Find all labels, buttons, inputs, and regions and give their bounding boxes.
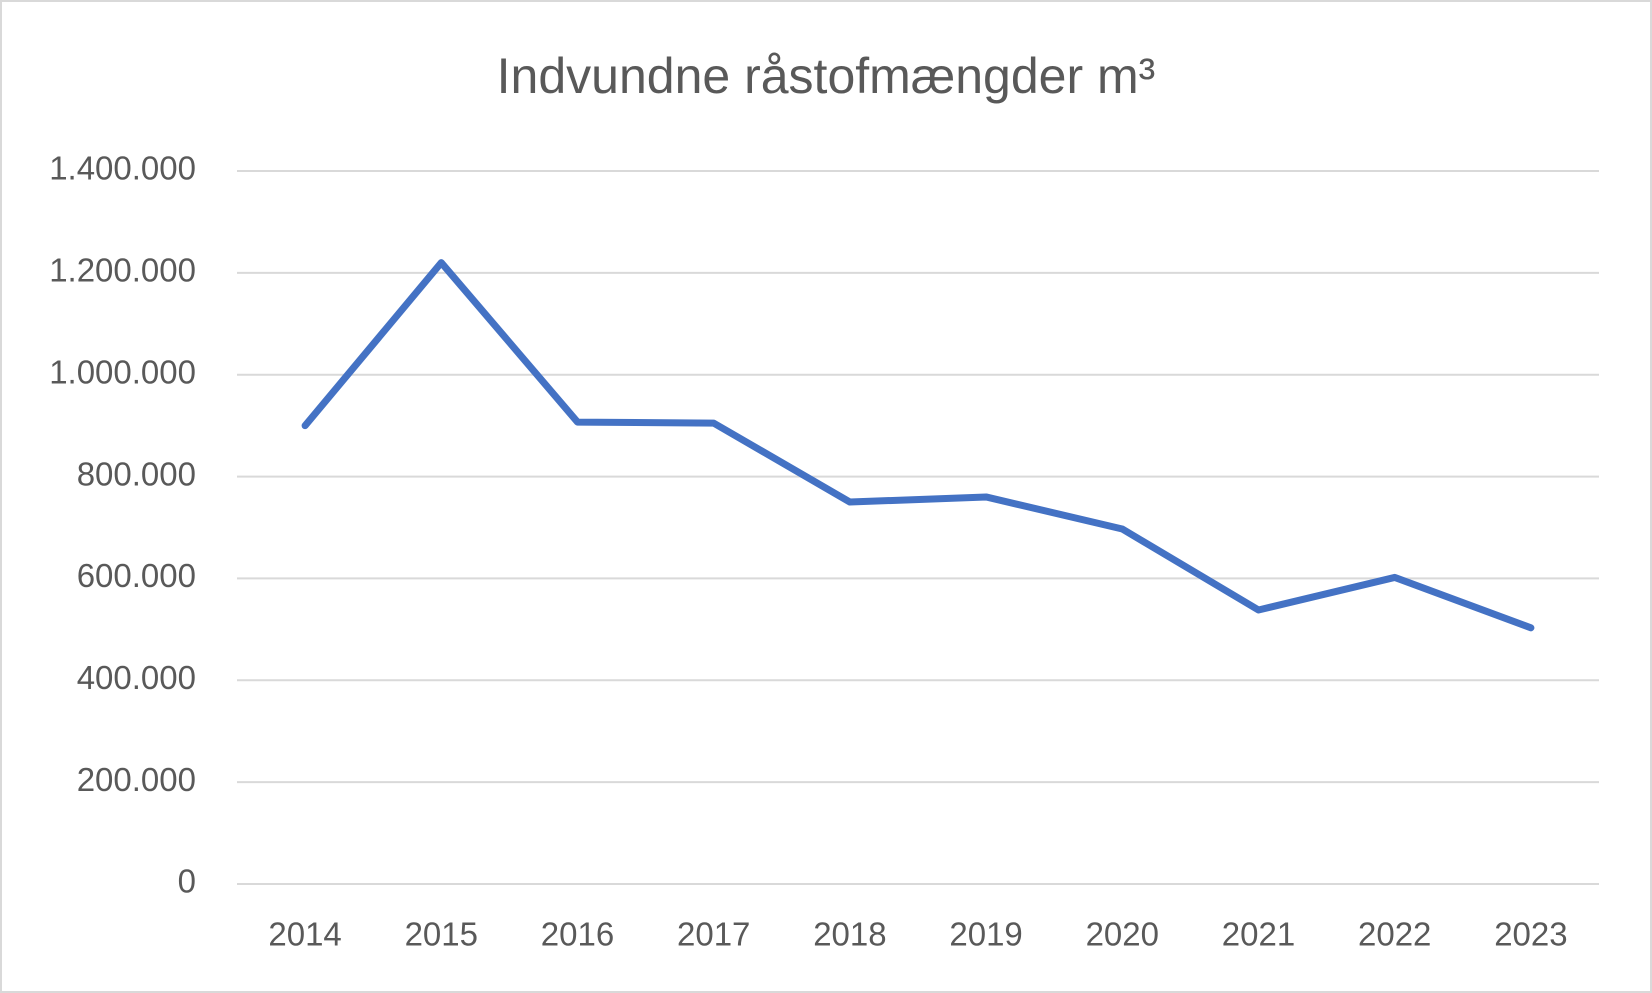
x-tick-label: 2016 — [541, 916, 614, 953]
x-tick-label: 2022 — [1358, 916, 1431, 953]
x-tick-label: 2018 — [813, 916, 886, 953]
y-tick-label: 1.400.000 — [49, 150, 196, 187]
y-tick-label: 600.000 — [77, 557, 196, 594]
y-tick-label: 1.200.000 — [49, 252, 196, 289]
x-tick-label: 2017 — [677, 916, 750, 953]
y-tick-label: 800.000 — [77, 455, 196, 492]
x-tick-label: 2019 — [949, 916, 1022, 953]
y-tick-label: 200.000 — [77, 761, 196, 798]
x-tick-label: 2020 — [1086, 916, 1159, 953]
data-line — [301, 259, 1535, 632]
y-tick-label: 0 — [178, 863, 196, 900]
chart-title: Indvundne råstofmængder m³ — [497, 48, 1156, 104]
y-tick-label: 1.000.000 — [49, 353, 196, 390]
x-tick-label: 2014 — [268, 916, 341, 953]
x-tick-label: 2015 — [405, 916, 478, 953]
y-tick-label: 400.000 — [77, 659, 196, 696]
x-tick-label: 2021 — [1222, 916, 1295, 953]
x-tick-label: 2023 — [1494, 916, 1567, 953]
